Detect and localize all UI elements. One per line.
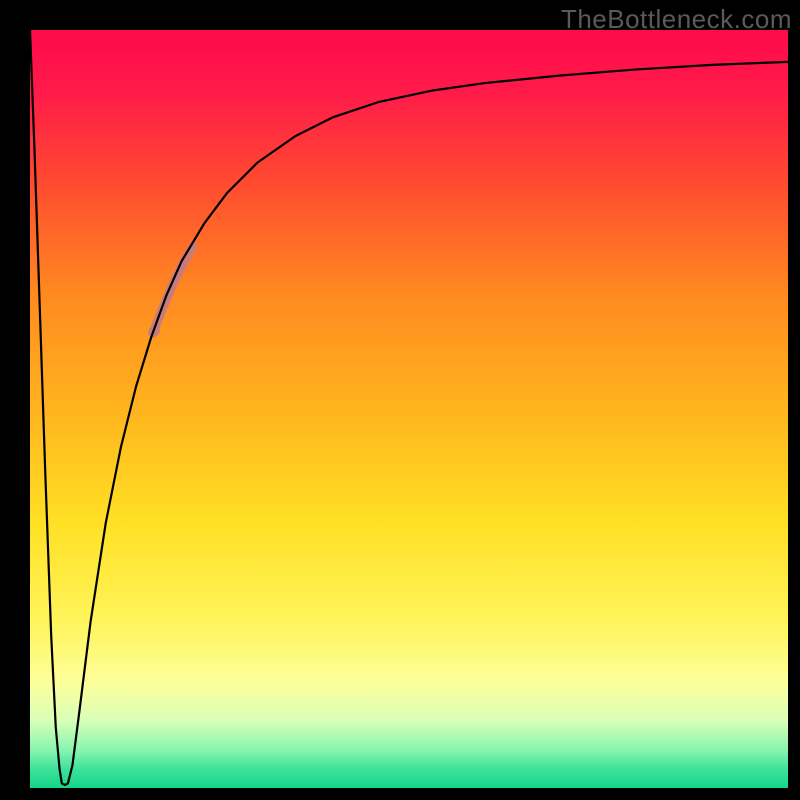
chart-svg — [30, 30, 788, 788]
gradient-background — [30, 30, 788, 788]
plot-area — [30, 30, 788, 788]
chart-container: TheBottleneck.com — [0, 0, 800, 800]
watermark-label: TheBottleneck.com — [561, 4, 792, 35]
